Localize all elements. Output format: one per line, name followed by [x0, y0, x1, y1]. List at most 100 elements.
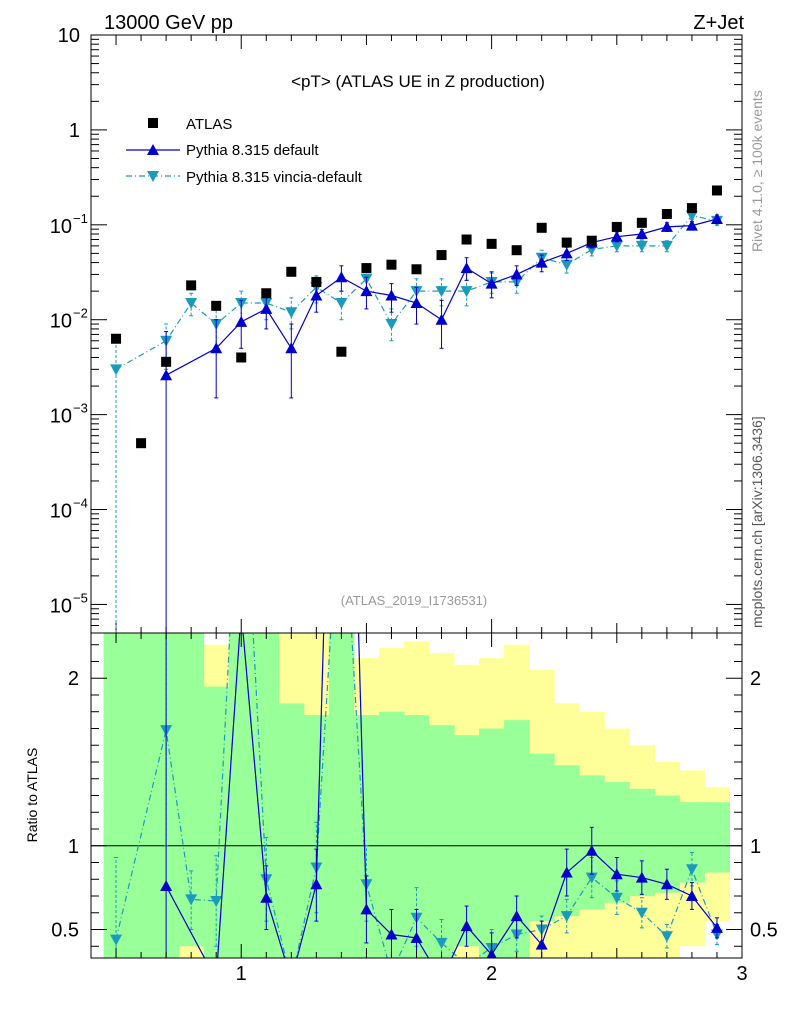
pythia-marker: [360, 285, 373, 297]
ratio-vincia-marker: [435, 937, 448, 949]
x-tick-labels: 1 2 3: [236, 963, 748, 985]
ratio-panel: 2 2 1 1 0.5 0.5 1 2 3 Ratio to ATLAS: [24, 19, 778, 986]
ratio-band-inner: [328, 633, 355, 958]
x-tick-label: 1: [236, 963, 247, 985]
ratio-vincia-marker: [461, 960, 473, 971]
ratio-pythia-marker: [160, 879, 173, 891]
ratio-pythia-marker: [410, 931, 423, 943]
atlas-data-point: [261, 288, 272, 299]
ratio-y-tick-label: 2: [68, 668, 79, 690]
legend-atlas-marker: [148, 118, 158, 128]
atlas-data-point: [161, 356, 172, 367]
atlas-data-point: [536, 222, 547, 233]
ratio-band-inner: [203, 686, 230, 958]
atlas-data-point: [611, 221, 622, 232]
main-axis-ticks: [90, 34, 743, 634]
pythia-marker: [410, 297, 423, 309]
vincia-marker: [560, 259, 573, 271]
pythia-marker: [560, 247, 573, 259]
ratio-vincia-marker: [110, 934, 123, 946]
atlas-data-point: [336, 346, 347, 357]
atlas-data-point: [711, 185, 722, 196]
vincia-marker: [610, 240, 623, 252]
ratio-vincia-marker: [635, 907, 648, 919]
pythia-marker: [535, 256, 548, 268]
vincia-marker: [635, 240, 648, 252]
plot-title: <pT> (ATLAS UE in Z production): [291, 72, 545, 91]
ratio-y-tick-label: 0.5: [51, 920, 79, 942]
ratio-vincia-marker: [660, 931, 673, 943]
side-mcplots-label: mcplots.cern.ch [arXiv:1306.3436]: [749, 416, 765, 628]
pythia-marker: [260, 302, 273, 314]
ratio-y-tick-label-right: 1: [750, 836, 761, 858]
atlas-data-point: [461, 234, 472, 245]
atlas-data-point: [286, 266, 297, 277]
legend-pythia-label: Pythia 8.315 default: [186, 142, 319, 159]
ratio-vincia-marker: [335, 455, 347, 466]
atlas-data-point: [386, 259, 397, 270]
atlas-data-point: [136, 438, 147, 449]
pythia-marker: [285, 342, 298, 354]
header-right: Z+Jet: [693, 12, 744, 34]
ratio-pythia-marker: [436, 974, 448, 985]
atlas-data-point: [561, 237, 572, 248]
pythia-marker: [610, 230, 623, 242]
pythia-marker: [160, 369, 173, 381]
atlas-data-point: [436, 250, 447, 261]
ratio-y-tick-labels: 2 2 1 1 0.5 0.5: [51, 668, 778, 941]
ratio-y-tick-label: 1: [68, 836, 79, 858]
legend-pythia-marker: [147, 144, 159, 155]
ratio-vincia-marker: [285, 975, 297, 986]
ratio-band-inner: [103, 633, 130, 958]
ratio-y-tick-label-right: 0.5: [750, 920, 778, 942]
side-rivet-label: Rivet 4.1.0, ≥ 100k events: [749, 90, 765, 252]
y-tick-label: 10: [50, 406, 72, 428]
pythia-marker: [485, 277, 498, 289]
ratio-vincia-marker: [210, 896, 223, 908]
ratio-band-inner: [128, 633, 155, 958]
pythia-marker: [210, 342, 223, 354]
vincia-marker: [660, 240, 673, 252]
atlas-data-point: [511, 245, 522, 256]
ratio-pythia-marker: [560, 866, 573, 878]
ratio-vincia-marker: [610, 892, 623, 904]
atlas-data-point: [111, 333, 122, 344]
ratio-band-inner: [228, 633, 255, 958]
vincia-marker: [385, 319, 398, 331]
atlas-data-point: [311, 276, 322, 287]
ratio-pythia-marker: [585, 844, 598, 856]
ratio-pythia-marker: [510, 910, 523, 922]
pythia-line: [165, 218, 718, 376]
y-tick-label: 10: [58, 25, 80, 47]
atlas-data-point: [211, 300, 222, 311]
ratio-y-tick-label-right: 2: [750, 668, 761, 690]
ratio-pythia-marker: [685, 890, 698, 902]
ratio-vincia-marker: [185, 894, 198, 906]
pythia-marker: [660, 220, 673, 232]
y-tick-label: 1: [69, 120, 80, 142]
ratio-pythia-line: [165, 633, 718, 958]
vincia-line: [115, 214, 718, 370]
y-tick-label-exponent: −1: [73, 211, 88, 226]
ratio-pythia-marker: [535, 938, 548, 950]
ratio-band-inner: [429, 725, 455, 958]
atlas-data-point: [586, 235, 597, 246]
ratio-pythia-marker: [460, 920, 473, 932]
ratio-axis-ticks: [90, 633, 743, 958]
pythia-marker: [635, 228, 648, 240]
vincia-marker: [335, 298, 348, 310]
ratio-vincia-marker: [585, 872, 598, 884]
legend-atlas-label: ATLAS: [186, 116, 232, 133]
ratio-pythia-marker: [710, 921, 723, 933]
vincia-marker: [435, 286, 448, 298]
atlas-data-point: [486, 238, 497, 249]
y-tick-label: 10: [50, 311, 72, 333]
atlas-data-point: [236, 352, 247, 363]
ratio-pythia-marker: [335, 19, 347, 30]
pythia-marker: [685, 219, 698, 231]
ratio-pythia-marker: [235, 605, 247, 616]
x-tick-label: 3: [736, 963, 747, 985]
ratio-pythia-marker: [260, 891, 273, 903]
